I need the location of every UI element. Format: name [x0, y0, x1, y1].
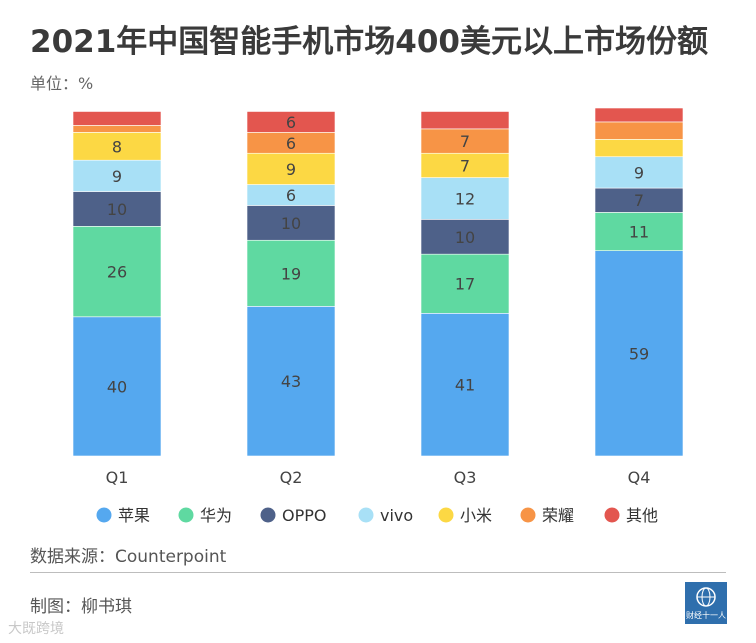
data-label: 9	[634, 163, 644, 182]
legend-label: 苹果	[118, 506, 150, 525]
data-label: 26	[107, 263, 127, 282]
x-tick-label: Q4	[628, 468, 651, 487]
data-label: 12	[455, 189, 475, 208]
data-label: 7	[460, 156, 470, 175]
legend-label: 小米	[460, 506, 492, 525]
bar-segment-q1-6	[72, 111, 162, 126]
bar-segment-q1-1	[72, 226, 162, 318]
legend-marker	[96, 507, 112, 523]
data-label: 40	[107, 377, 127, 396]
legend-label: 其他	[626, 506, 658, 525]
watermark: 大既跨境	[8, 621, 64, 637]
data-label: 59	[629, 344, 649, 363]
bar-segment-q3-1	[420, 253, 510, 314]
bar-segment-q4-3	[594, 156, 684, 189]
bar-segment-q2-6	[246, 111, 336, 133]
data-label: 9	[286, 160, 296, 179]
legend-marker	[260, 507, 276, 523]
data-label: 7	[634, 191, 644, 210]
bar-segment-q3-0	[420, 313, 510, 457]
bar-segment-q4-2	[594, 187, 684, 213]
bar-segment-q1-3	[72, 159, 162, 192]
data-label: 6	[286, 134, 296, 153]
bar-segment-q3-6	[420, 111, 510, 130]
legend-label: vivo	[380, 506, 413, 525]
bar-segment-q1-0	[72, 316, 162, 457]
legend-marker	[438, 507, 454, 523]
legend-label: 荣耀	[542, 506, 574, 525]
unit-label: 单位：%	[30, 74, 94, 93]
data-label: 10	[281, 214, 301, 233]
bar-segment-q1-4	[72, 132, 162, 161]
chart-credit: 制图：柳书琪	[30, 597, 132, 617]
globe-icon	[696, 586, 716, 607]
data-label: 19	[281, 264, 301, 283]
data-label: 41	[455, 376, 475, 395]
legend-marker	[358, 507, 374, 523]
x-tick-label: Q2	[280, 468, 303, 487]
bar-segment-q4-5	[594, 121, 684, 140]
data-label: 43	[281, 372, 301, 391]
publisher-logo: 财经十一人	[685, 582, 727, 624]
legend-label: OPPO	[282, 506, 326, 525]
bar-segment-q3-4	[420, 152, 510, 178]
chart-title: 2021年中国智能手机市场400美元以上市场份额	[30, 24, 708, 60]
bar-segment-q1-5	[72, 125, 162, 133]
x-tick-label: Q1	[106, 468, 129, 487]
bar-segment-q1-2	[72, 191, 162, 227]
x-tick-label: Q3	[454, 468, 477, 487]
data-label: 17	[455, 275, 475, 294]
divider	[30, 572, 726, 573]
bar-segment-q2-1	[246, 239, 336, 307]
legend-marker	[178, 507, 194, 523]
data-label: 9	[112, 167, 122, 186]
data-label: 10	[455, 228, 475, 247]
legend-marker	[604, 507, 620, 523]
data-label: 6	[286, 113, 296, 132]
data-label: 10	[107, 200, 127, 219]
bar-segment-q3-3	[420, 177, 510, 220]
data-label: 8	[112, 137, 122, 156]
bar-segment-q3-5	[420, 128, 510, 154]
bar-segment-q2-4	[246, 152, 336, 185]
legend-label: 华为	[200, 506, 232, 525]
bar-segment-q4-4	[594, 139, 684, 158]
stacked-bar-chart: 40 26 10 9 8 Q1 43 19 10 6 9 6 6 Q2 41 17 10 12 7 7 Q3 59 11 7 9…	[72, 107, 684, 525]
logo-text: 财经十一人	[686, 610, 726, 620]
legend-marker	[520, 507, 536, 523]
data-label: 6	[286, 186, 296, 205]
bar-segment-q4-1	[594, 212, 684, 251]
data-label: 11	[629, 223, 649, 242]
data-label: 7	[460, 132, 470, 151]
bar-segment-q4-0	[594, 250, 684, 457]
data-source: 数据来源：Counterpoint	[30, 547, 227, 567]
bar-segment-q2-0	[246, 306, 336, 457]
bar-segment-q3-2	[420, 219, 510, 255]
bar-segment-q4-6	[594, 107, 684, 123]
